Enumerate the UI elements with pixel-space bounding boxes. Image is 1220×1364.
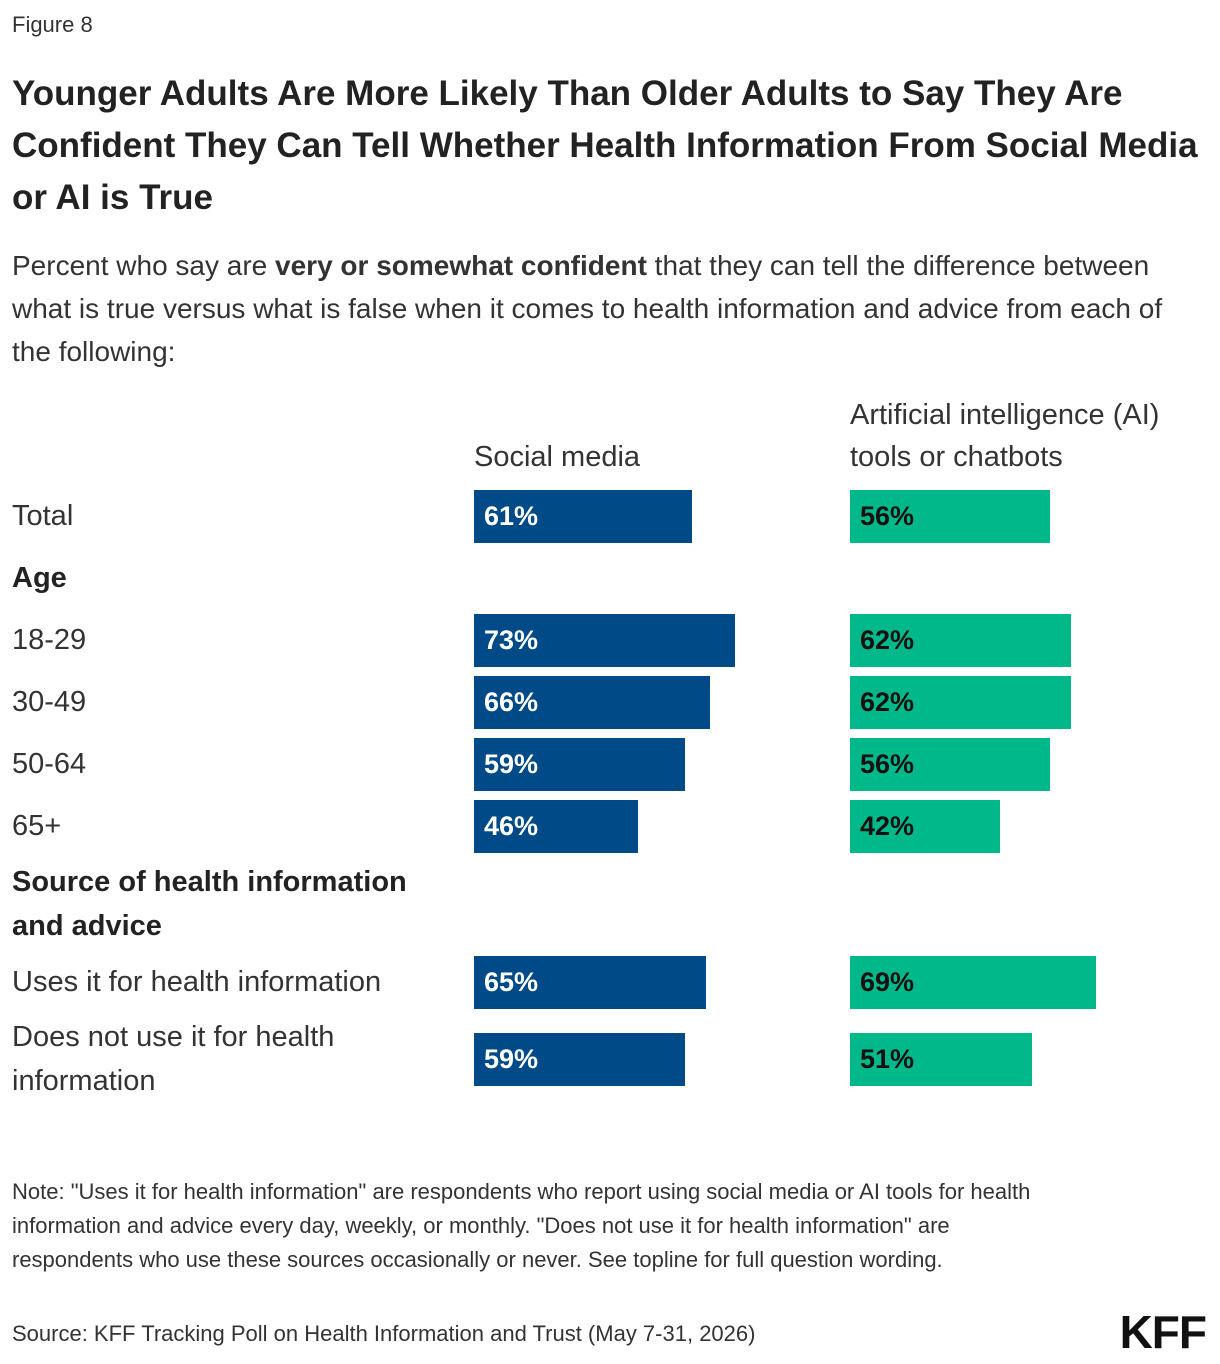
- data-label: 66%: [484, 687, 539, 717]
- bar: 51%: [850, 1033, 1033, 1086]
- data-label: 73%: [484, 625, 539, 655]
- data-label: 51%: [860, 1044, 915, 1074]
- group-label: Age: [12, 562, 67, 594]
- data-label: 65%: [484, 967, 539, 997]
- group-label: Source of health information and advice: [12, 866, 407, 942]
- legend-entry: Artificial intelligence (AI) tools or ch…: [850, 399, 1160, 473]
- source: Source: KFF Tracking Poll on Health Info…: [12, 1321, 756, 1346]
- bar: 62%: [850, 676, 1072, 729]
- row-label: Total: [12, 500, 74, 532]
- legend-entry: Social media: [474, 441, 641, 473]
- bar: 56%: [850, 490, 1050, 543]
- data-label: 56%: [860, 749, 915, 779]
- bar: 61%: [474, 490, 692, 543]
- data-label: 62%: [860, 687, 915, 717]
- note: Note: "Uses it for health information" a…: [12, 1179, 1031, 1272]
- data-label: 42%: [860, 811, 915, 841]
- data-label: 59%: [484, 749, 539, 779]
- row-label: 50-64: [12, 748, 87, 780]
- data-label: 62%: [860, 625, 915, 655]
- bar: 69%: [850, 956, 1097, 1009]
- data-label: 61%: [484, 501, 539, 531]
- data-label: 46%: [484, 811, 539, 841]
- row-label: Uses it for health information: [12, 966, 382, 998]
- bar: 65%: [474, 956, 707, 1009]
- chart-title: Younger Adults Are More Likely Than Olde…: [12, 74, 1198, 217]
- subtitle: Percent who say are very or somewhat con…: [12, 244, 1202, 373]
- logo: KFF: [1119, 1306, 1207, 1358]
- subtitle-bold: very or somewhat confident: [275, 250, 647, 281]
- bar: 62%: [850, 614, 1072, 667]
- bar: 59%: [474, 738, 685, 791]
- bar: 59%: [474, 1033, 685, 1086]
- bar: 56%: [850, 738, 1050, 791]
- row-label: 18-29: [12, 624, 87, 656]
- data-label: 69%: [860, 967, 915, 997]
- row-label: 30-49: [12, 686, 87, 718]
- bar: 73%: [474, 614, 735, 667]
- data-label: 56%: [860, 501, 915, 531]
- bar: 42%: [850, 800, 1000, 853]
- row-label: 65+: [12, 810, 62, 842]
- bar: 66%: [474, 676, 710, 729]
- data-label: 59%: [484, 1044, 539, 1074]
- subtitle-text: that they can tell the difference betwee…: [12, 250, 1163, 367]
- subtitle-text: Percent who say are: [12, 250, 276, 281]
- row-label: Does not use it for health information: [12, 1021, 335, 1097]
- bar: 46%: [474, 800, 639, 853]
- figure-label: Figure 8: [12, 12, 93, 37]
